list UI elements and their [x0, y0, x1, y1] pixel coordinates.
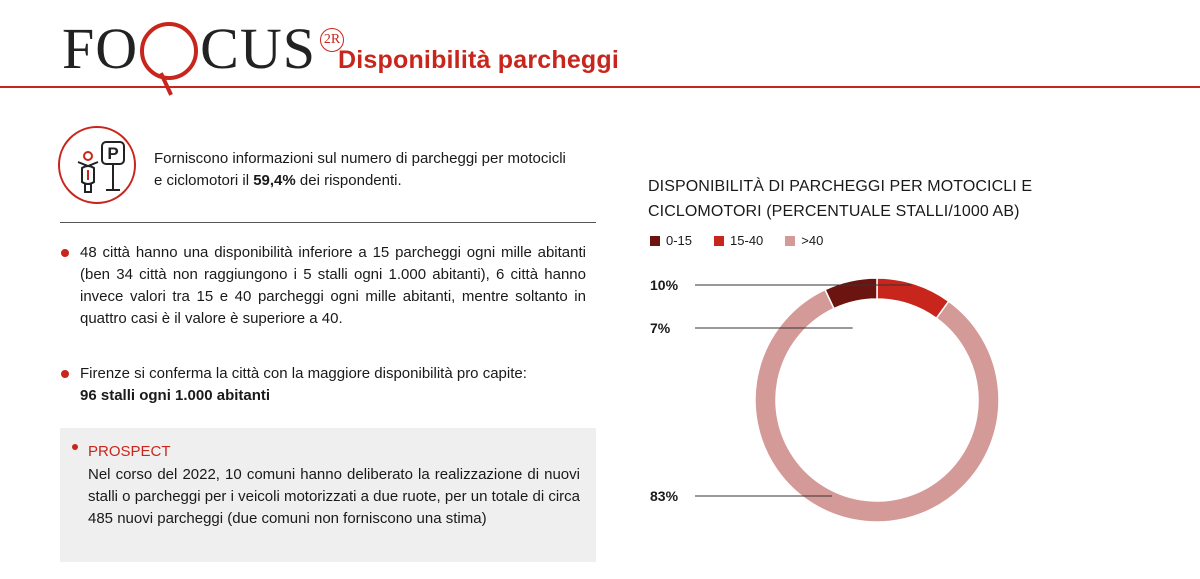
legend-label: 0-15: [666, 233, 693, 248]
logo-badge: 2R: [319, 28, 344, 52]
legend-swatch: [714, 235, 725, 246]
intro-text-end: dei rispondenti.: [295, 172, 402, 189]
bullet-text: Firenze si conferma la città con la magg…: [80, 365, 527, 382]
data-label: 7%: [650, 320, 671, 336]
motorbike-parking-icon: P: [58, 126, 136, 204]
logo-wheel-icon: [140, 22, 199, 80]
legend-item: >40: [785, 233, 823, 248]
header-divider: [0, 86, 1200, 88]
prospect-box: PROSPECT Nel corso del 2022, 10 comuni h…: [60, 428, 596, 562]
intro-text: Forniscono informazioni sul numero di pa…: [154, 148, 574, 192]
prospect-title: PROSPECT: [88, 443, 171, 460]
logo-text-right: CUS: [200, 16, 316, 81]
prospect-dot: [72, 444, 78, 450]
bullet-firenze: Firenze si conferma la città con la magg…: [61, 363, 586, 407]
donut-slice: [754, 288, 1000, 523]
legend-item: 0-15: [650, 233, 692, 248]
donut-chart: 10% 7% 83%: [650, 277, 1000, 523]
data-label: 83%: [650, 488, 679, 504]
chart-title: DISPONIBILITÀ DI PARCHEGGI PER MOTOCICLI…: [648, 178, 1033, 220]
legend-label: 15-40: [730, 233, 764, 248]
logo-text-left: FO: [62, 16, 139, 81]
intro-divider: [60, 222, 596, 223]
bullet-text: 48 città hanno una disponibilità inferio…: [80, 244, 586, 327]
chart-legend: 0-15 15-40 >40: [650, 233, 823, 248]
svg-text:P: P: [107, 144, 118, 163]
bullet-parking-distribution: 48 città hanno una disponibilità inferio…: [61, 242, 586, 330]
intro-percentage: 59,4%: [253, 172, 296, 189]
prospect-text: Nel corso del 2022, 10 comuni hanno deli…: [88, 466, 580, 527]
data-label: 10%: [650, 277, 679, 293]
donut-slice: [876, 277, 950, 320]
bullet-highlight: 96 stalli ogni 1.000 abitanti: [80, 387, 271, 404]
legend-item: 15-40: [714, 233, 763, 248]
bullet-dot: [61, 370, 69, 378]
intro-text-start: Forniscono informazioni sul numero di pa…: [154, 150, 566, 189]
legend-swatch: [785, 235, 796, 246]
bullet-dot: [61, 249, 69, 257]
page-title: Disponibilità parcheggi: [338, 46, 620, 74]
legend-label: >40: [801, 233, 824, 248]
donut-slice: [824, 277, 878, 310]
focus-logo: FO CUS 2R: [62, 14, 344, 84]
legend-swatch: [650, 235, 660, 246]
